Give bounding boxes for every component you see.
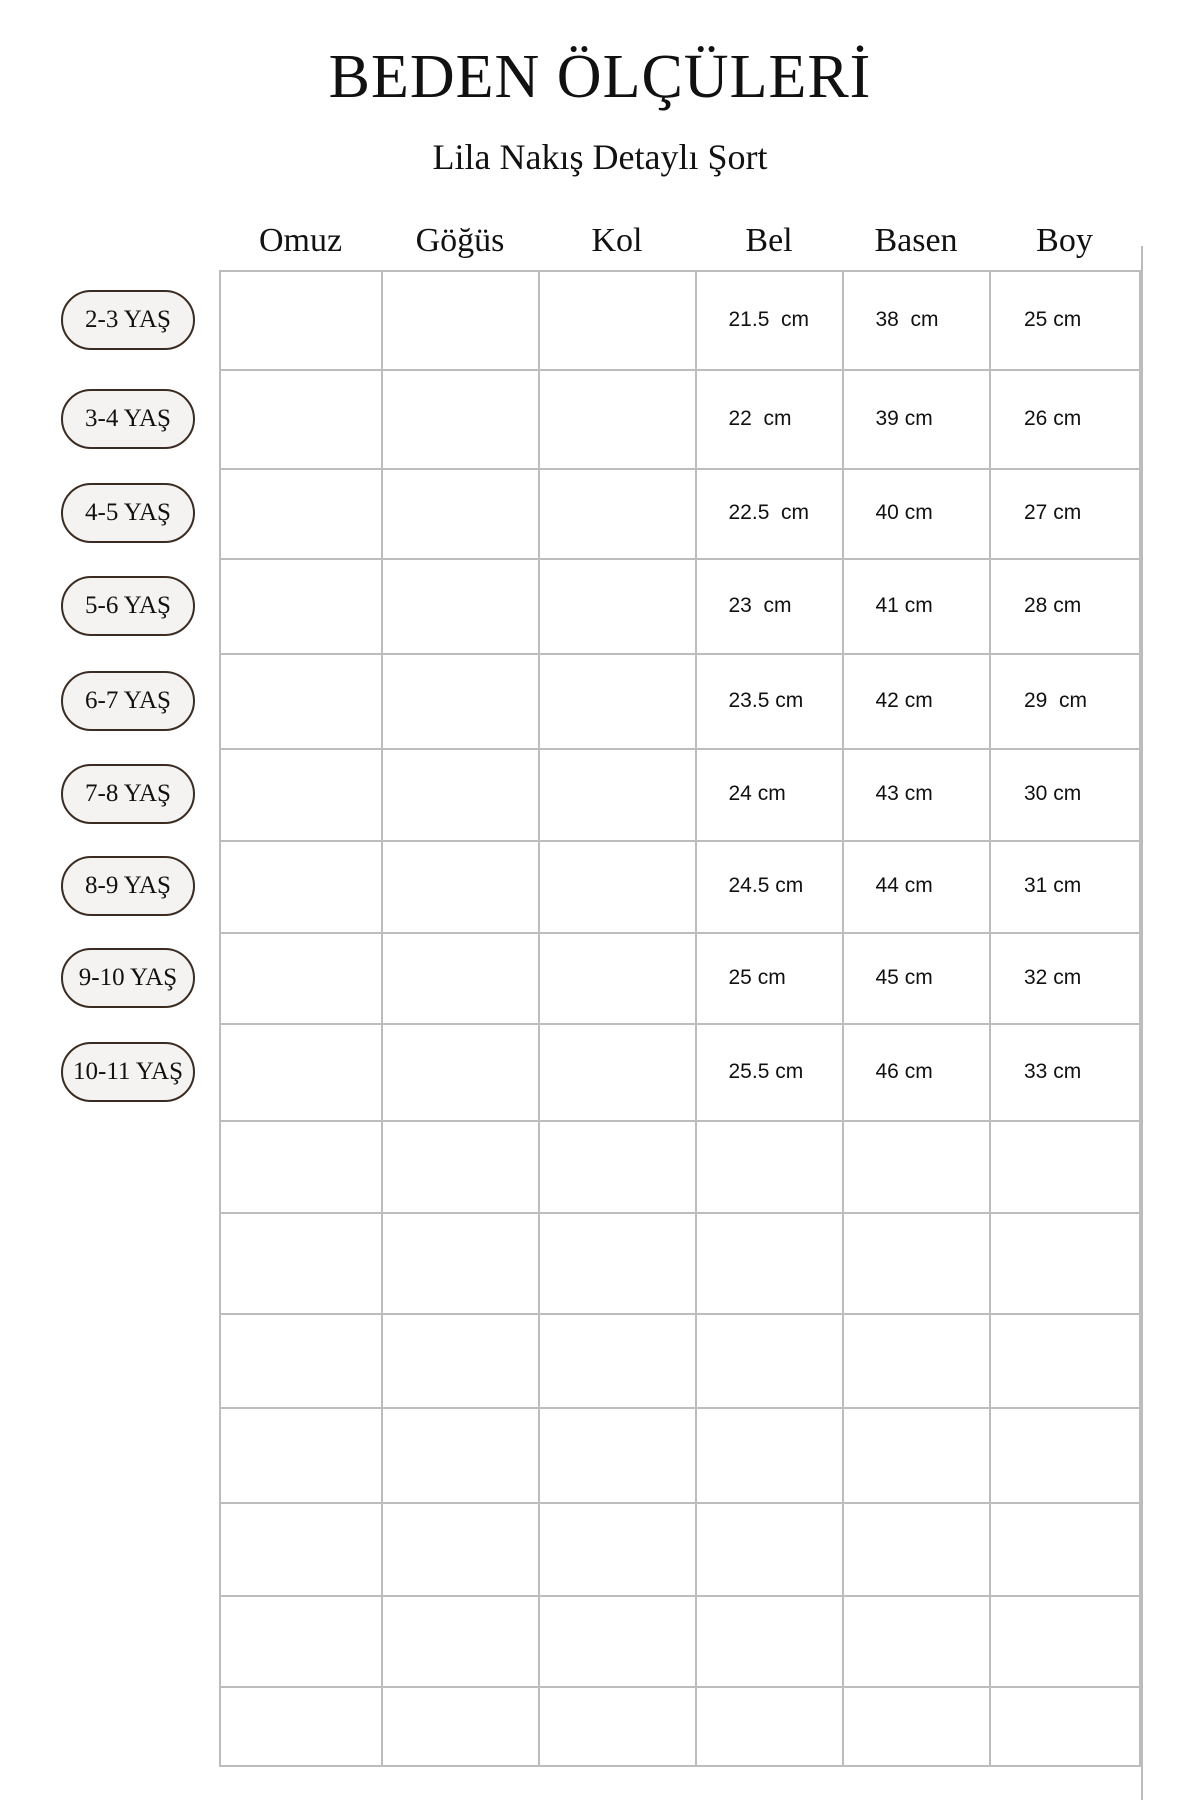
column-divider <box>695 270 697 1767</box>
measurement-cell: 21.5 cm <box>728 307 810 331</box>
column-divider <box>1139 270 1141 1767</box>
row-divider <box>219 1313 1139 1315</box>
row-divider <box>219 653 1139 655</box>
measurement-cell: 43 cm <box>875 782 933 805</box>
row-divider <box>219 558 1139 560</box>
measurement-cell: 42 cm <box>875 688 933 712</box>
row-divider <box>219 1502 1139 1504</box>
size-label: 8-9 YAŞ <box>61 856 195 916</box>
measurement-cell: 23 cm <box>728 593 792 617</box>
measurement-cell: 23.5 cm <box>728 688 804 712</box>
measurement-cell: 27 cm <box>1024 501 1082 524</box>
column-header-bel: Bel <box>745 222 793 259</box>
measurement-cell: 39 cm <box>875 406 933 430</box>
measurement-cell: 25.5 cm <box>728 1059 804 1083</box>
size-label: 6-7 YAŞ <box>61 670 195 731</box>
measurement-cell: 24.5 cm <box>728 874 804 897</box>
measurement-cell: 22.5 cm <box>728 501 810 524</box>
measurement-cell: 26 cm <box>1024 406 1082 430</box>
measurement-cell: 24 cm <box>728 782 786 805</box>
measurement-cell: 25 cm <box>1024 307 1082 331</box>
row-divider <box>219 1407 1139 1409</box>
measurement-cell: 25 cm <box>728 965 786 989</box>
row-divider <box>219 468 1139 470</box>
row-divider <box>219 369 1139 371</box>
size-label: 5-6 YAŞ <box>61 575 195 636</box>
product-subtitle: Lila Nakış Detaylı Şort <box>432 137 768 177</box>
row-divider <box>219 1765 1139 1767</box>
size-label: 3-4 YAŞ <box>61 388 195 449</box>
row-divider <box>219 1686 1139 1688</box>
size-label: 9-10 YAŞ <box>61 947 195 1008</box>
size-label: 10-11 YAŞ <box>61 1041 195 1102</box>
measurement-cell: 29 cm <box>1024 688 1088 712</box>
row-divider <box>219 270 1139 272</box>
column-header-göğüs: Göğüs <box>415 222 505 259</box>
measurement-cell: 30 cm <box>1024 782 1082 805</box>
size-label: 7-8 YAŞ <box>61 764 195 824</box>
column-header-kol: Kol <box>591 222 643 259</box>
column-divider <box>989 270 991 1767</box>
measurement-cell: 46 cm <box>875 1059 933 1083</box>
row-divider <box>219 748 1139 750</box>
column-header-omuz: Omuz <box>258 222 343 259</box>
column-header-boy: Boy <box>1036 222 1093 259</box>
measurement-cell: 45 cm <box>875 965 933 989</box>
column-divider <box>1141 246 1143 1800</box>
page-title: BEDEN ÖLÇÜLERİ <box>328 43 872 111</box>
measurement-cell: 31 cm <box>1024 874 1082 897</box>
size-label: 4-5 YAŞ <box>61 483 195 543</box>
row-divider <box>219 1595 1139 1597</box>
measurement-cell: 28 cm <box>1024 593 1082 617</box>
column-divider <box>381 270 383 1767</box>
measurement-cell: 38 cm <box>875 307 939 331</box>
column-divider <box>219 270 221 1767</box>
row-divider <box>219 1120 1139 1122</box>
column-divider <box>538 270 540 1767</box>
size-label: 2-3 YAŞ <box>61 289 195 350</box>
row-divider <box>219 1212 1139 1214</box>
measurement-cell: 32 cm <box>1024 965 1082 989</box>
row-divider <box>219 932 1139 934</box>
measurement-cell: 40 cm <box>875 501 933 524</box>
measurement-cell: 22 cm <box>728 406 792 430</box>
measurement-cell: 33 cm <box>1024 1059 1082 1083</box>
measurement-cell: 41 cm <box>875 593 933 617</box>
column-divider <box>842 270 844 1767</box>
row-divider <box>219 840 1139 842</box>
row-divider <box>219 1023 1139 1025</box>
measurement-cell: 44 cm <box>875 874 933 897</box>
column-header-basen: Basen <box>874 222 958 259</box>
